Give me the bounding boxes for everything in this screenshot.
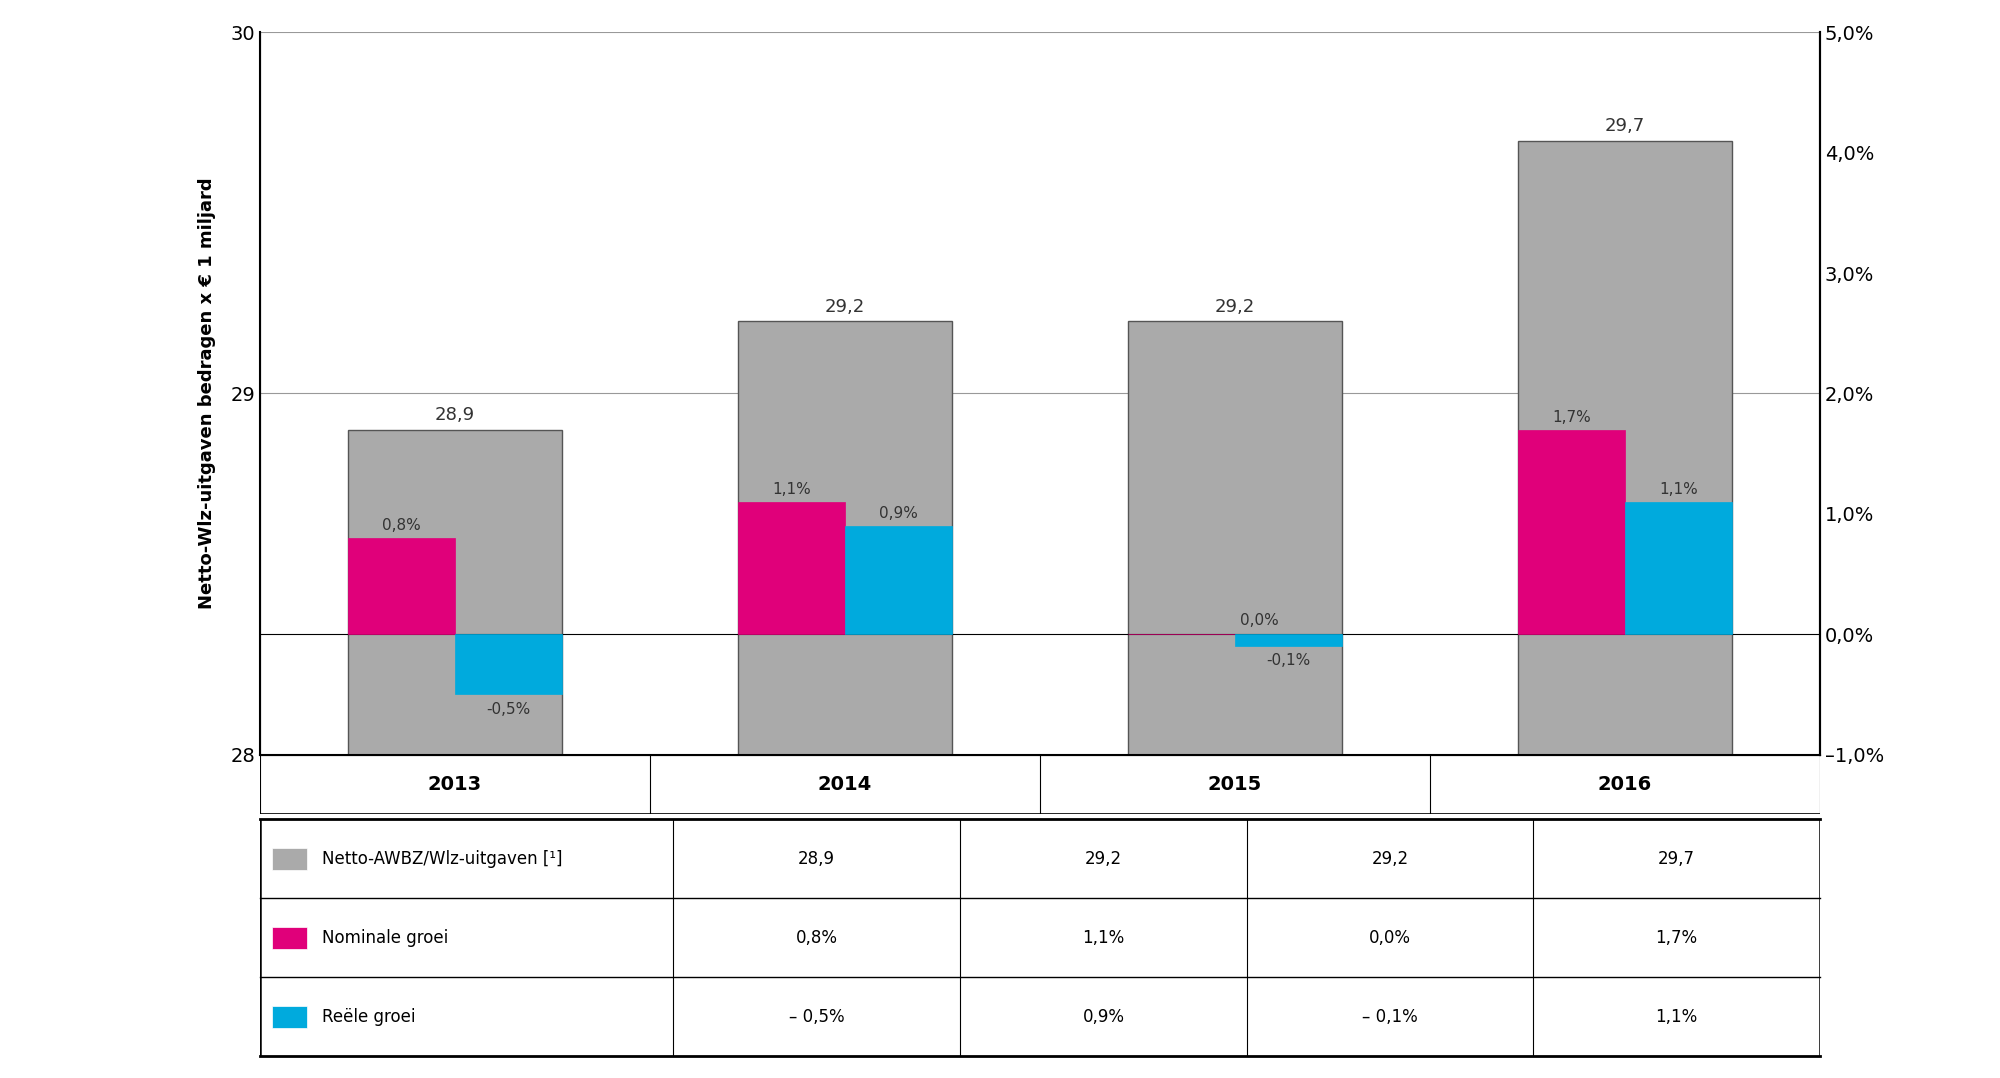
Text: 1,7%: 1,7% (1656, 929, 1698, 946)
Text: 1,1%: 1,1% (1082, 929, 1124, 946)
Bar (844, 526, 952, 634)
Text: 2013: 2013 (428, 775, 482, 793)
Text: -0,5%: -0,5% (486, 702, 530, 717)
Text: 2015: 2015 (1208, 775, 1262, 793)
Text: -0,1%: -0,1% (1266, 653, 1310, 668)
Bar (1518, 429, 1624, 634)
Bar (1236, 634, 1342, 646)
Text: 29,7: 29,7 (1604, 118, 1646, 135)
Text: 1,1%: 1,1% (1656, 1008, 1698, 1026)
Bar (738, 321, 952, 755)
Text: Reële groei: Reële groei (322, 1008, 416, 1026)
Text: 29,2: 29,2 (1084, 849, 1122, 868)
Bar (272, 927, 306, 949)
Text: Netto-AWBZ/Wlz-uitgaven [¹]: Netto-AWBZ/Wlz-uitgaven [¹] (322, 849, 562, 868)
Y-axis label: Netto-Wlz-uitgaven bedragen x € 1 miljard: Netto-Wlz-uitgaven bedragen x € 1 miljar… (198, 178, 216, 609)
Text: 1,1%: 1,1% (1660, 482, 1698, 497)
Text: 0,9%: 0,9% (1082, 1008, 1124, 1026)
Bar (456, 634, 562, 694)
Text: Nominale groei: Nominale groei (322, 929, 448, 946)
Bar (272, 847, 306, 870)
Text: 1,7%: 1,7% (1552, 410, 1590, 425)
Text: 0,9%: 0,9% (880, 506, 918, 521)
Text: 2014: 2014 (818, 775, 872, 793)
Text: – 0,1%: – 0,1% (1362, 1008, 1418, 1026)
Text: 0,8%: 0,8% (382, 519, 420, 534)
Text: 28,9: 28,9 (434, 406, 476, 424)
Text: 29,7: 29,7 (1658, 849, 1696, 868)
Bar (272, 1006, 306, 1028)
Text: 29,2: 29,2 (824, 298, 866, 316)
Text: – 0,5%: – 0,5% (788, 1008, 844, 1026)
Text: 0,0%: 0,0% (1240, 613, 1278, 628)
Bar (348, 430, 562, 755)
Text: 2016: 2016 (1598, 775, 1652, 793)
Text: 0,0%: 0,0% (1370, 929, 1412, 946)
Text: 0,8%: 0,8% (796, 929, 838, 946)
Bar (1624, 501, 1732, 634)
Bar (738, 501, 844, 634)
Text: 28,9: 28,9 (798, 849, 836, 868)
Bar (348, 538, 456, 634)
Text: 1,1%: 1,1% (772, 482, 810, 497)
Bar (1518, 141, 1732, 755)
Text: 29,2: 29,2 (1214, 298, 1256, 316)
Bar (1128, 321, 1342, 755)
Text: 29,2: 29,2 (1372, 849, 1408, 868)
